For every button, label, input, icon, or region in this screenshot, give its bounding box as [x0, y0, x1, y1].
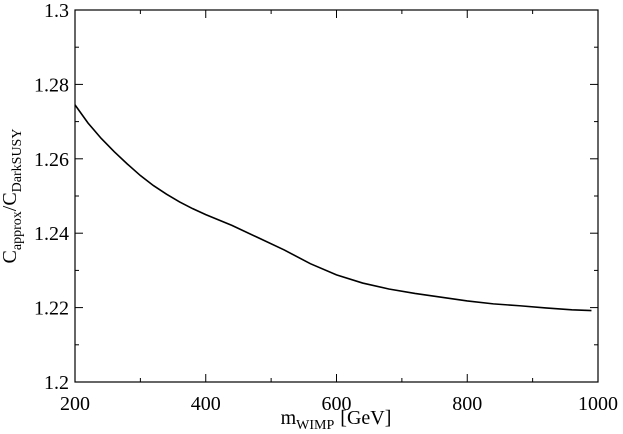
x-axis-label: mWIMP [GeV]: [281, 407, 392, 433]
x-tick-label: 1000: [578, 393, 618, 415]
x-axis-label-suffix: [GeV]: [340, 407, 391, 429]
x-tick-label: 800: [452, 393, 482, 415]
x-axis-label-main: m: [281, 407, 297, 429]
x-tick-label: 600: [322, 393, 352, 415]
x-tick-label: 400: [191, 393, 221, 415]
tick-labels: 200 400 600 800 1000 1.2 1.22 1.24 1.26 1.28 1.3: [34, 0, 618, 415]
x-axis-label-sub: WIMP: [296, 418, 334, 433]
y-tick-label: 1.26: [34, 149, 69, 171]
y-tick-label: 1.22: [34, 298, 69, 320]
ticks: [74, 9, 599, 383]
y-axis-label-sep: /C: [0, 192, 21, 211]
y-axis-label-sub2: DarkSUSY: [10, 129, 25, 193]
y-axis-label: Capprox/CDarkSUSY: [0, 129, 25, 264]
y-axis-label-sub1: approx: [10, 211, 25, 250]
series-line: [74, 104, 592, 312]
plot-frame: [74, 9, 599, 383]
y-axis-label-main: C: [0, 250, 21, 263]
y-tick-label: 1.28: [34, 74, 69, 96]
y-tick-label: 1.2: [44, 372, 69, 394]
y-tick-label: 1.3: [44, 0, 69, 22]
x-tick-label: 200: [60, 393, 90, 415]
y-tick-label: 1.24: [34, 223, 69, 245]
